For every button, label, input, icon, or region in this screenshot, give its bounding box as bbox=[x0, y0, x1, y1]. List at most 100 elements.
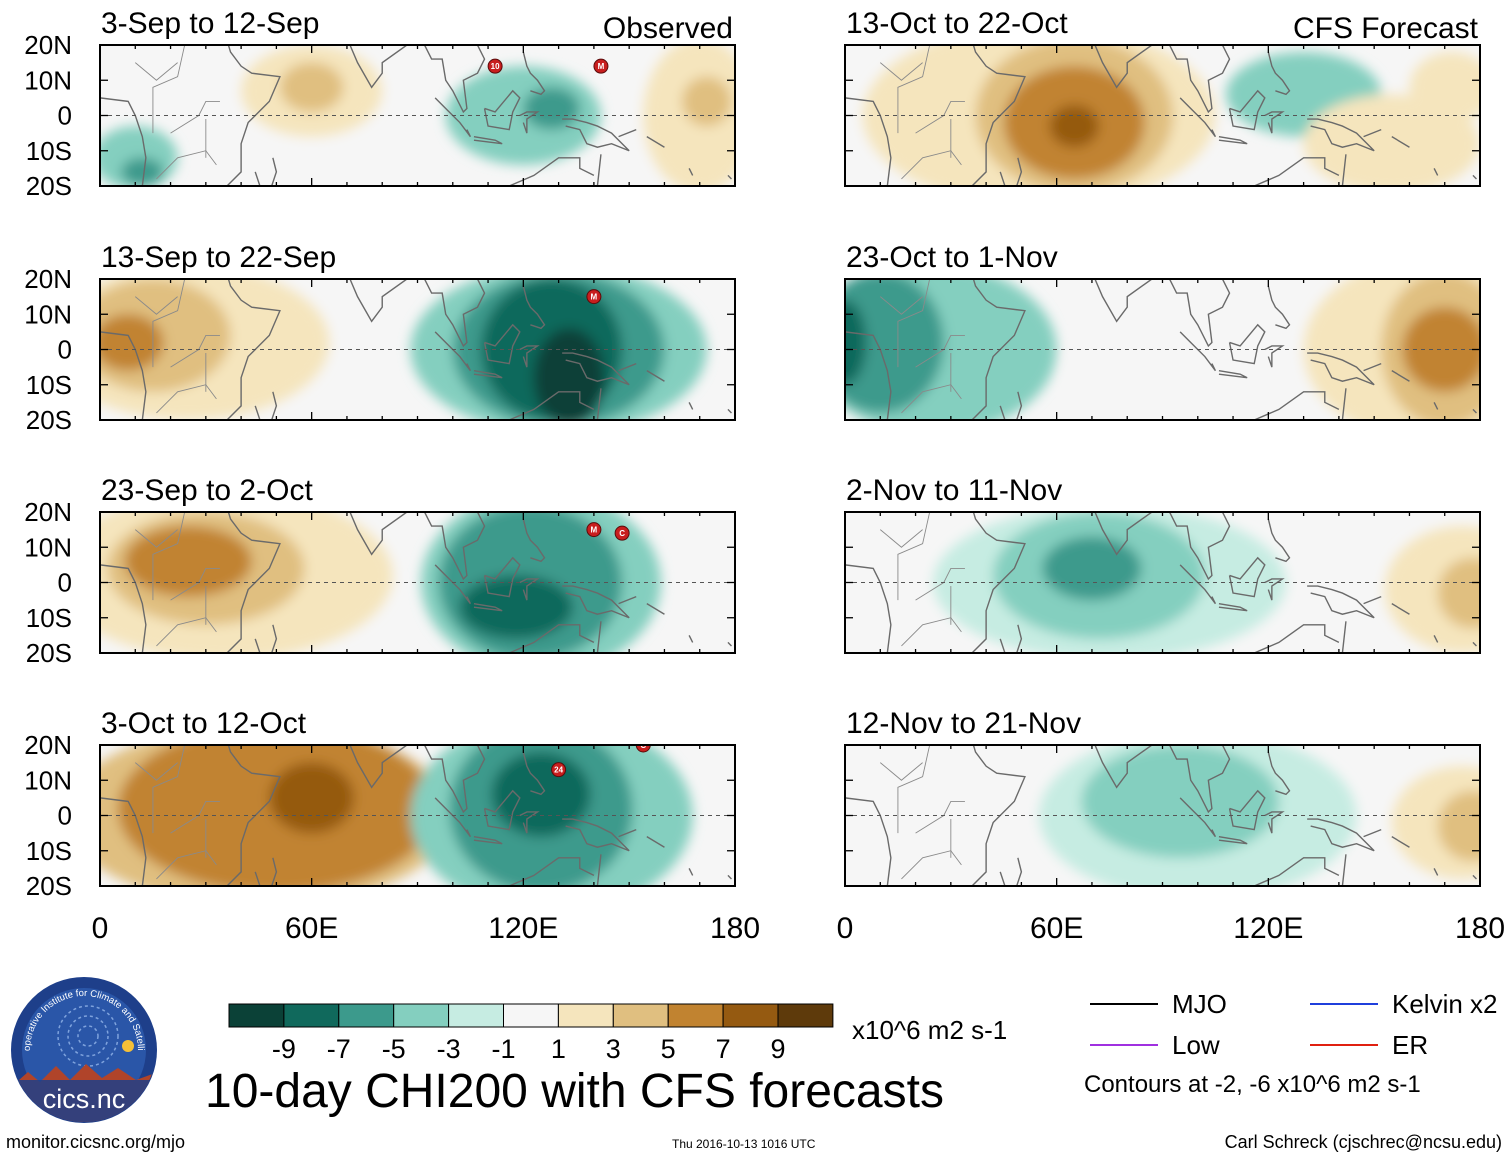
borders bbox=[134, 45, 220, 180]
border-line bbox=[879, 762, 923, 781]
coastline bbox=[596, 388, 602, 420]
coastline bbox=[1307, 118, 1375, 152]
anomaly-field bbox=[100, 45, 735, 186]
borders bbox=[879, 45, 965, 180]
coastline bbox=[1267, 751, 1291, 796]
coastline bbox=[1046, 45, 1153, 89]
cicsnc-logo: Cooperative Institute for Climate and Sa… bbox=[10, 976, 157, 1123]
storm-label: C bbox=[640, 741, 646, 750]
coastline bbox=[423, 279, 486, 348]
coastline bbox=[845, 97, 892, 186]
border-line bbox=[156, 150, 217, 180]
storm-icon bbox=[586, 522, 602, 538]
y-tick-label: 20N bbox=[24, 264, 72, 294]
coastline bbox=[999, 857, 1023, 886]
y-tick-label: 0 bbox=[58, 801, 72, 831]
y-tick-label: 20N bbox=[24, 497, 72, 527]
coastline bbox=[562, 118, 630, 152]
border-line bbox=[879, 62, 923, 81]
coastline bbox=[483, 323, 521, 365]
storm-marker: M bbox=[586, 289, 602, 305]
figure-title: 10-day CHI200 with CFS forecasts bbox=[205, 1065, 944, 1118]
border-line bbox=[897, 745, 931, 834]
border-line bbox=[915, 334, 965, 368]
coastline bbox=[483, 89, 521, 131]
coastline bbox=[100, 564, 147, 653]
coastline bbox=[1391, 603, 1410, 615]
coastline bbox=[1218, 369, 1248, 379]
coastlines bbox=[845, 512, 1477, 653]
coastline bbox=[522, 751, 546, 796]
coastline bbox=[1168, 279, 1231, 348]
coastline bbox=[727, 408, 732, 414]
x-tick-label: 0 bbox=[92, 912, 109, 945]
panel-title: 3-Oct to 12-Oct bbox=[101, 707, 307, 740]
legend-label: Kelvin x2 bbox=[1392, 989, 1498, 1019]
y-tick-label: 20N bbox=[24, 730, 72, 760]
border-line bbox=[897, 45, 931, 134]
storm-label: 24 bbox=[554, 766, 563, 775]
coastline bbox=[957, 279, 1026, 420]
anomaly-blob bbox=[1402, 307, 1480, 392]
y-tick-label: 0 bbox=[58, 101, 72, 131]
coastline bbox=[434, 97, 472, 138]
border-line bbox=[152, 512, 186, 601]
storm-label: M bbox=[591, 293, 598, 302]
storm-marker: 10 bbox=[487, 58, 503, 74]
coastline bbox=[483, 789, 521, 831]
coastline bbox=[254, 624, 278, 653]
y-tick-label: 20S bbox=[26, 171, 72, 201]
y-tick-label: 20S bbox=[26, 638, 72, 668]
panel-ticks bbox=[844, 44, 1481, 187]
anomaly-blob bbox=[1437, 557, 1480, 629]
coastline bbox=[1046, 745, 1153, 789]
anomaly-blob bbox=[269, 762, 354, 834]
borders bbox=[879, 512, 965, 647]
border-line bbox=[879, 296, 923, 315]
coastline bbox=[688, 402, 694, 410]
coastline bbox=[1341, 854, 1347, 886]
coastline bbox=[646, 836, 665, 848]
coastline bbox=[688, 635, 694, 643]
coastlines bbox=[845, 279, 1477, 420]
coastline bbox=[522, 518, 546, 563]
colorbar-swatch bbox=[557, 1003, 614, 1028]
anomaly-blob bbox=[1437, 790, 1480, 862]
coastline bbox=[498, 157, 595, 186]
colorbar-label: 5 bbox=[661, 1034, 676, 1064]
coastline bbox=[1168, 512, 1231, 581]
panel-title: 12-Nov to 21-Nov bbox=[846, 707, 1081, 740]
storm-marker: C bbox=[635, 741, 651, 753]
anomaly-blob bbox=[1042, 536, 1142, 601]
panel-ticks bbox=[844, 511, 1481, 654]
coastline bbox=[1267, 518, 1291, 563]
y-tick-label: 10N bbox=[24, 765, 72, 795]
coastline bbox=[1179, 97, 1217, 138]
coastline bbox=[1307, 352, 1375, 386]
panel-title: 2-Nov to 11-Nov bbox=[846, 474, 1062, 507]
coastline bbox=[1472, 408, 1477, 414]
coastline bbox=[1218, 135, 1248, 145]
border-line bbox=[901, 384, 962, 414]
storm-marker: M bbox=[586, 522, 602, 538]
panel-p7: 2-Nov to 11-Nov bbox=[844, 474, 1481, 654]
colorbar-swatch bbox=[667, 1003, 724, 1028]
colorbar-label: 1 bbox=[551, 1034, 566, 1064]
coastline bbox=[1363, 828, 1382, 838]
coastline bbox=[1391, 370, 1410, 382]
coastline bbox=[1168, 745, 1231, 814]
coastline bbox=[522, 51, 546, 96]
legend-label: Low bbox=[1172, 1030, 1220, 1060]
coastline bbox=[1433, 868, 1439, 876]
coastline bbox=[618, 362, 637, 372]
y-tick-label: 20S bbox=[26, 405, 72, 435]
panel-title: 13-Oct to 22-Oct bbox=[846, 7, 1068, 40]
coastline bbox=[562, 585, 630, 619]
coastline bbox=[423, 512, 486, 581]
coastline bbox=[646, 603, 665, 615]
y-tick-label: 10S bbox=[26, 136, 72, 166]
storm-icon bbox=[551, 762, 567, 778]
coastline bbox=[727, 641, 732, 647]
coastline bbox=[498, 391, 595, 420]
